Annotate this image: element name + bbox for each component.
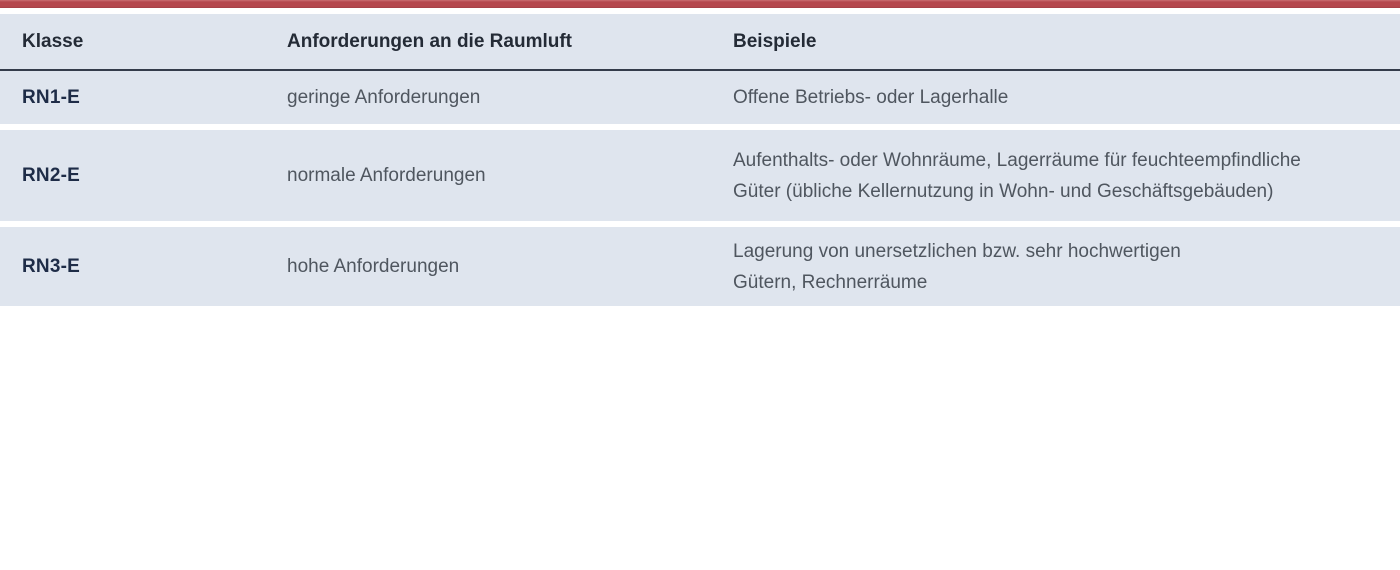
table-row-rn2e: RN2-E normale Anforderungen Aufenthalts-… [0,130,1400,221]
table-header-row: Klasse Anforderungen an die Raumluft Bei… [0,14,1400,71]
cell-klasse: RN2-E [22,165,81,186]
table-row-rn3e: RN3-E hohe Anforderungen Lagerung von un… [0,227,1400,306]
cell-klasse: RN1-E [22,87,81,108]
accent-bar [0,0,1400,8]
raumluft-klassen-table: Klasse Anforderungen an die Raumluft Bei… [0,14,1400,306]
cell-klasse: RN3-E [22,256,81,277]
column-header-beispiele: Beispiele [733,31,817,52]
cell-beispiele: Aufenthalts- oder Wohnräume, Lagerräume … [733,149,1301,202]
cell-anforderungen: hohe Anforderungen [287,256,460,277]
column-header-anforderungen: Anforderungen an die Raumluft [287,31,572,52]
cell-anforderungen: geringe Anforderungen [287,87,481,108]
table-row-rn1e: RN1-E geringe Anforderungen Offene Betri… [0,71,1400,124]
cell-beispiele: Lagerung von unersetzlichen bzw. sehr ho… [733,240,1181,293]
column-header-klasse: Klasse [22,31,84,52]
cell-anforderungen: normale Anforderungen [287,165,486,186]
cell-beispiele: Offene Betriebs- oder Lagerhalle [733,87,1009,108]
